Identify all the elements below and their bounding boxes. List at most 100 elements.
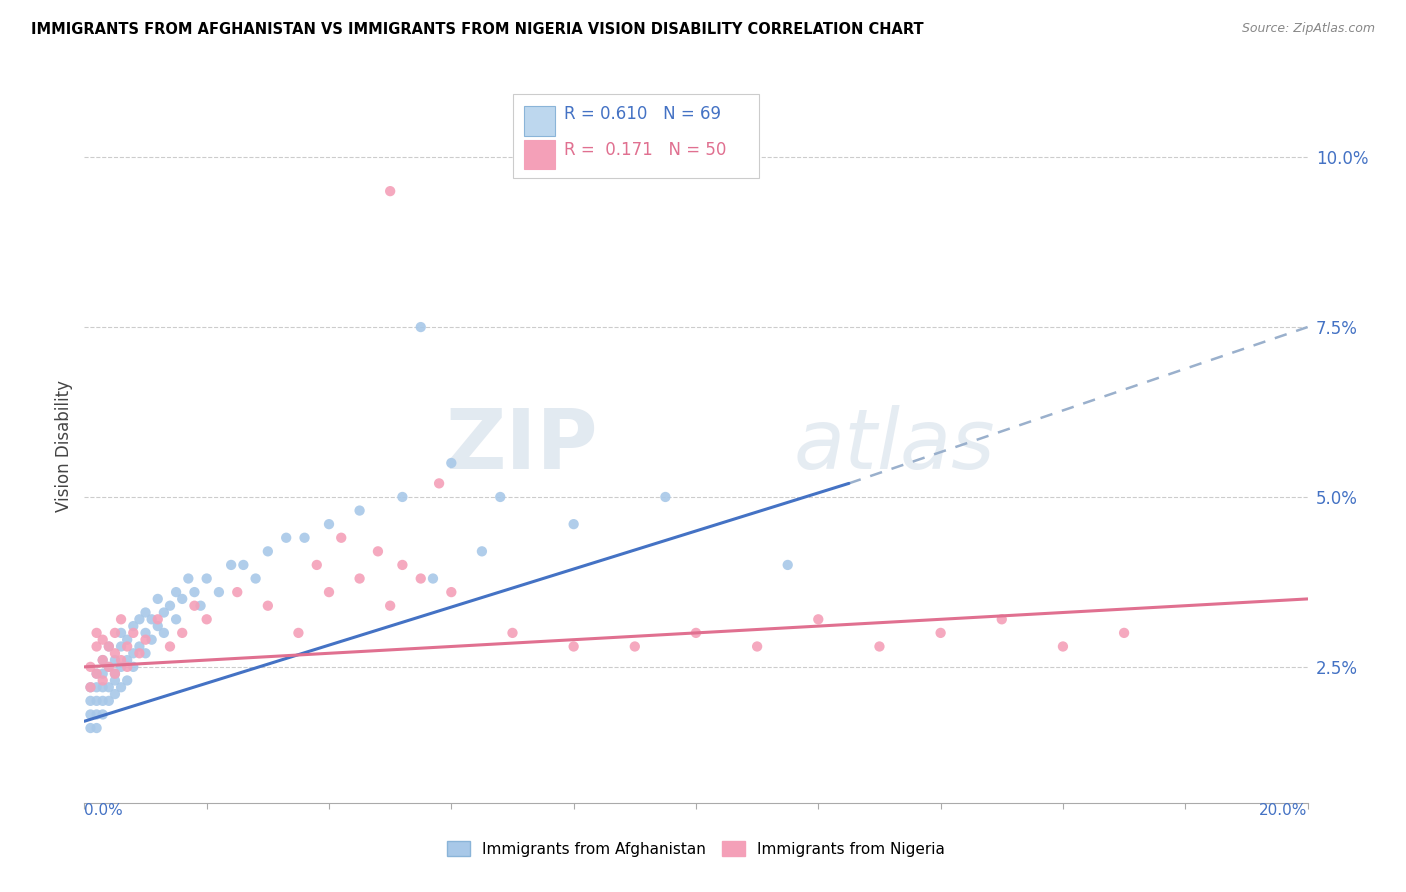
Point (747, 640, 769, 654)
Point (104, 666, 127, 681)
Point (79, 680, 101, 694)
Point (104, 646, 127, 660)
Point (79, 680, 101, 694)
Point (991, 612, 1014, 626)
Point (122, 619, 145, 633)
Point (91, 653, 114, 667)
Point (624, 640, 647, 654)
Point (422, 572, 444, 586)
Point (104, 673, 127, 688)
Point (869, 640, 891, 654)
Text: Source: ZipAtlas.com: Source: ZipAtlas.com (1241, 22, 1375, 36)
Point (79, 694, 101, 708)
Point (122, 646, 145, 660)
Point (183, 585, 205, 599)
Point (177, 572, 200, 586)
Point (208, 585, 231, 599)
Point (489, 490, 512, 504)
Point (79, 721, 101, 735)
Point (294, 531, 316, 545)
Point (86, 640, 108, 654)
Point (380, 599, 402, 613)
Point (115, 660, 138, 674)
Point (135, 646, 157, 660)
Point (195, 572, 218, 586)
Legend: Immigrants from Afghanistan, Immigrants from Nigeria: Immigrants from Afghanistan, Immigrants … (441, 835, 950, 863)
Point (349, 572, 371, 586)
Point (122, 660, 145, 674)
Text: R =  0.171   N = 50: R = 0.171 N = 50 (564, 141, 725, 159)
Point (91, 632, 114, 647)
Point (654, 490, 676, 504)
Point (79, 707, 101, 722)
Point (305, 558, 328, 572)
Point (318, 517, 340, 532)
Point (172, 626, 194, 640)
Point (97, 680, 120, 694)
Point (104, 666, 127, 681)
Point (226, 585, 249, 599)
Point (562, 517, 585, 532)
Point (219, 558, 242, 572)
Point (257, 544, 280, 558)
Point (165, 585, 187, 599)
Point (409, 572, 432, 586)
Point (409, 320, 432, 334)
Point (165, 612, 187, 626)
Point (232, 558, 254, 572)
Point (245, 572, 267, 586)
Point (135, 606, 157, 620)
Point (110, 660, 132, 674)
Point (91, 680, 114, 694)
Point (257, 599, 280, 613)
Point (195, 612, 218, 626)
Point (110, 626, 132, 640)
Point (159, 599, 181, 613)
Point (146, 619, 169, 633)
Point (86, 680, 108, 694)
Point (367, 544, 389, 558)
Point (391, 558, 413, 572)
Point (110, 680, 132, 694)
Point (86, 666, 108, 681)
Point (330, 531, 353, 545)
Point (91, 666, 114, 681)
Point (128, 612, 150, 626)
Point (135, 632, 157, 647)
Point (86, 721, 108, 735)
Point (110, 653, 132, 667)
Point (427, 476, 450, 491)
Point (91, 673, 114, 688)
Point (104, 653, 127, 667)
Point (183, 599, 205, 613)
Point (318, 585, 340, 599)
Point (86, 666, 108, 681)
Point (146, 591, 169, 606)
Point (287, 626, 309, 640)
Point (79, 660, 101, 674)
Point (172, 591, 194, 606)
Point (440, 585, 463, 599)
Point (502, 626, 524, 640)
Point (91, 707, 114, 722)
Point (115, 632, 138, 647)
Point (110, 612, 132, 626)
Point (97, 660, 120, 674)
Point (471, 544, 494, 558)
Point (276, 531, 298, 545)
Point (115, 673, 138, 688)
Text: ZIP: ZIP (446, 406, 598, 486)
Point (153, 626, 176, 640)
Point (91, 653, 114, 667)
Text: 0.0%: 0.0% (84, 803, 124, 818)
Point (110, 640, 132, 654)
Point (141, 632, 163, 647)
Text: IMMIGRANTS FROM AFGHANISTAN VS IMMIGRANTS FROM NIGERIA VISION DISABILITY CORRELA: IMMIGRANTS FROM AFGHANISTAN VS IMMIGRANT… (31, 22, 924, 37)
Point (104, 626, 127, 640)
Point (146, 612, 169, 626)
Point (86, 694, 108, 708)
Point (380, 184, 402, 198)
Point (97, 660, 120, 674)
Point (349, 503, 371, 517)
Point (104, 687, 127, 701)
